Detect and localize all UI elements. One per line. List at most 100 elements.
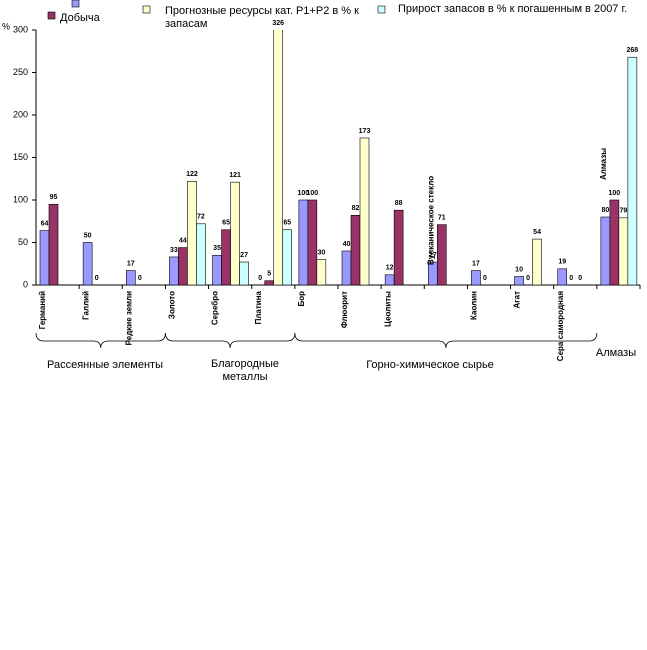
- x-tick-label: Галлий: [81, 291, 90, 320]
- legend-swatch: [142, 5, 151, 14]
- x-tick-label: Серебро: [211, 291, 220, 325]
- bar: [178, 247, 188, 286]
- bar: [187, 181, 197, 286]
- x-tick-label: Бор: [297, 291, 306, 307]
- value-label: 17: [472, 260, 480, 267]
- bar: [264, 280, 275, 286]
- value-label: 30: [317, 249, 325, 256]
- y-tick-label: 0: [23, 279, 28, 289]
- legend-label: Прогнозные ресурсы кат. Р1+Р2 в % к запа…: [165, 5, 359, 30]
- value-label: 79: [619, 208, 627, 215]
- x-tick-label: Цеолиты: [383, 291, 392, 327]
- value-label: 0: [258, 275, 262, 282]
- value-label: 0: [569, 275, 573, 282]
- value-label: 44: [179, 237, 187, 244]
- bar: [39, 230, 50, 286]
- bar: [282, 229, 293, 286]
- value-label: 17: [127, 260, 135, 267]
- x-tick-label: Алмазы: [599, 148, 608, 180]
- x-tick-label: Каолин: [470, 291, 479, 320]
- bar: [557, 268, 568, 286]
- bar: [212, 254, 222, 286]
- value-label: 0: [526, 275, 530, 282]
- value-label: 173: [359, 128, 371, 135]
- bar: [600, 216, 611, 286]
- bar: [125, 270, 136, 286]
- legend-label: Прирост запасов в % к погашенным в 2007 …: [398, 3, 627, 15]
- group-label-text: Благородные металлы: [210, 358, 280, 383]
- value-label: 33: [170, 247, 178, 254]
- value-label: 121: [229, 172, 241, 179]
- value-label: 268: [627, 47, 639, 54]
- value-label: 95: [50, 194, 58, 201]
- bar: [273, 30, 284, 286]
- bar: [196, 223, 206, 286]
- value-label: 10: [515, 266, 523, 273]
- x-tick-label: Флюорит: [340, 291, 349, 328]
- value-label: 326: [272, 20, 284, 27]
- bars: [39, 30, 638, 286]
- value-label: 100: [609, 190, 621, 197]
- value-label: 19: [558, 259, 566, 266]
- legend-label-text: Прогнозные ресурсы кат. Р1+Р2 в % к запа…: [165, 5, 359, 30]
- x-tick-label: Германий: [38, 291, 47, 329]
- value-label: 64: [41, 220, 49, 227]
- group-label: Алмазы: [596, 347, 636, 359]
- x-tick-label: Сера самородная: [556, 291, 565, 362]
- y-tick-label: 100: [13, 194, 28, 204]
- value-label: 0: [138, 275, 142, 282]
- value-label: 12: [386, 265, 394, 272]
- group-brace: [165, 332, 296, 349]
- x-tick-label: Вулканическое стекло: [426, 176, 435, 265]
- value-label: 100: [298, 190, 310, 197]
- bar: [350, 215, 361, 286]
- bar: [384, 274, 395, 286]
- value-label: 71: [438, 214, 446, 221]
- bar: [48, 203, 59, 286]
- group-brace: [294, 332, 598, 349]
- y-tick-label: 300: [13, 24, 28, 34]
- value-label: 82: [352, 205, 360, 212]
- x-tick-label: Агат: [513, 291, 522, 309]
- bar: [618, 217, 629, 286]
- x-tick-label: Платина: [254, 290, 263, 324]
- value-label: 100: [307, 190, 319, 197]
- bar: [341, 250, 352, 286]
- bar: [471, 270, 481, 286]
- bar: [230, 181, 240, 286]
- bar: [627, 56, 638, 286]
- group-label: Горно-химическое сырье: [366, 359, 494, 371]
- y-tick-label: 50: [18, 237, 28, 247]
- bar: [436, 224, 447, 286]
- group-label: Рассеянные элементы: [47, 359, 163, 371]
- value-label: 50: [84, 232, 92, 239]
- legend-swatch: [71, 0, 80, 8]
- bar: [359, 137, 370, 286]
- x-tick-label: Редкие земли: [124, 291, 133, 345]
- y-axis-label: %: [2, 21, 10, 31]
- value-label: 27: [240, 252, 248, 259]
- bar: [316, 259, 327, 286]
- value-label: 80: [601, 207, 609, 214]
- group-label: Благородные металлы: [210, 358, 280, 383]
- bar: [82, 242, 93, 286]
- value-label: 27: [429, 252, 437, 259]
- bar: [532, 238, 542, 286]
- bar: [239, 261, 249, 286]
- x-tick-label: Золото: [168, 291, 177, 319]
- value-label: 65: [222, 220, 230, 227]
- value-label: 40: [343, 241, 351, 248]
- legend-swatch: [377, 5, 386, 14]
- bar: [221, 229, 231, 286]
- value-label: 65: [283, 220, 291, 227]
- bar: [514, 276, 524, 286]
- value-label: 5: [267, 271, 271, 278]
- value-label: 72: [197, 214, 205, 221]
- bar: [298, 199, 309, 286]
- value-label: 54: [533, 229, 541, 236]
- bar: [307, 199, 318, 286]
- value-label: 0: [578, 275, 582, 282]
- value-label: 35: [213, 245, 221, 252]
- legend-swatch: [47, 11, 56, 20]
